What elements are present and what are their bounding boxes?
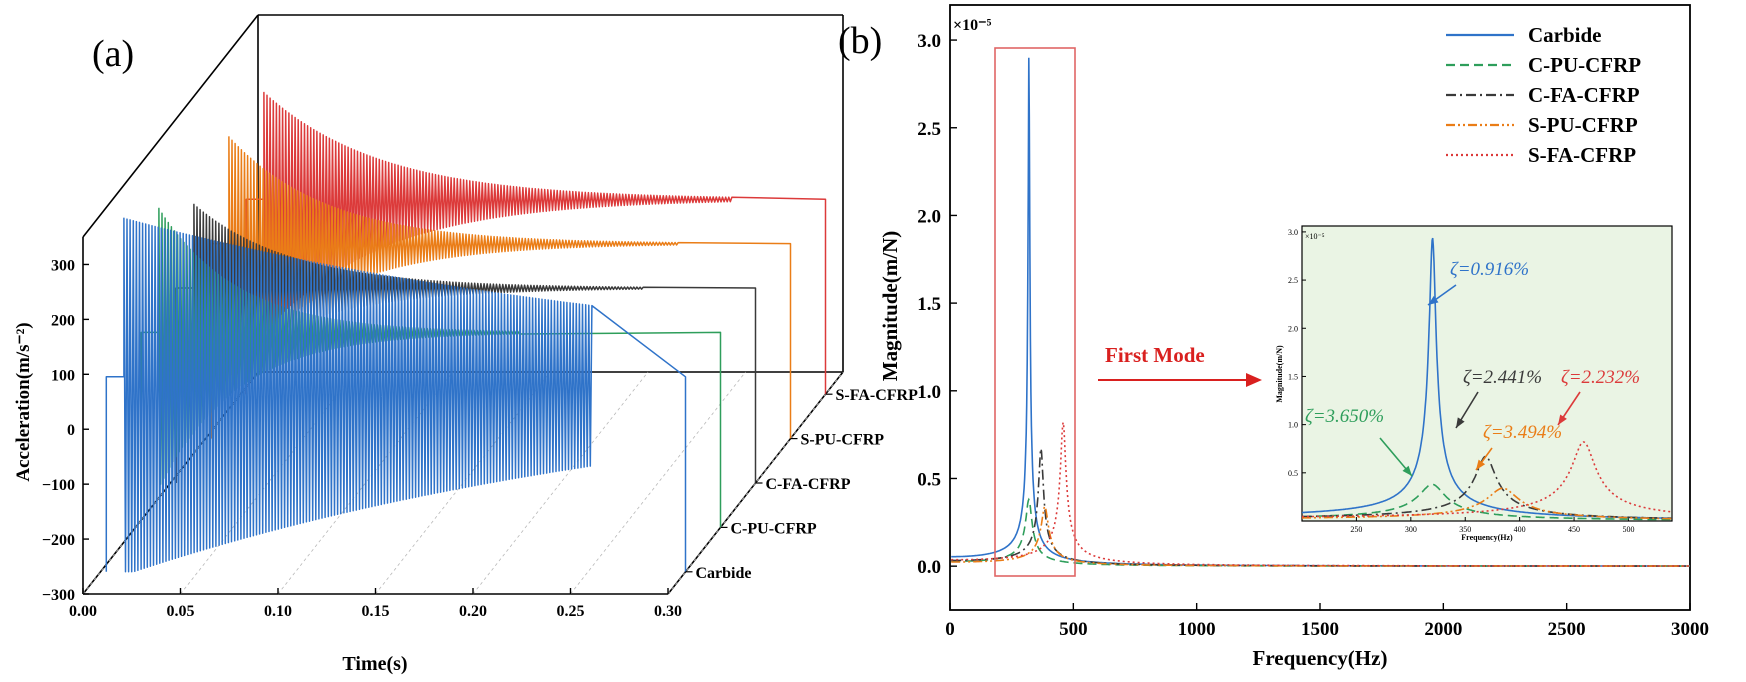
x-tick-label: 0.25 xyxy=(557,603,585,620)
y-tick-label: 3.0 xyxy=(917,31,941,52)
x-tick-label: 500 xyxy=(1059,619,1088,640)
y-tick-label: 2.0 xyxy=(917,206,941,227)
inset-y-tick-label: 0.5 xyxy=(1288,469,1298,478)
inset-y-tick-label: 1.5 xyxy=(1288,372,1298,381)
inset-x-axis-title: Frequency(Hz) xyxy=(1461,533,1513,542)
depth-tick-label: C-FA-CFRP xyxy=(766,476,851,493)
inset-x-tick-label: 450 xyxy=(1568,525,1580,534)
panel-b-legend: Carbide C-PU-CFRP C-FA-CFRP S-PU-CFRP S-FA-C… xyxy=(1446,23,1641,167)
inset-series-line-s-fa-cfrp xyxy=(1302,441,1673,518)
inset-y-tick-label: 2.5 xyxy=(1288,276,1298,285)
y-tick-label: 1.0 xyxy=(917,382,941,403)
damping-label-s-fa-cfrp: ζ=2.232% xyxy=(1561,367,1640,388)
inset-x-tick-label: 250 xyxy=(1350,525,1362,534)
series-line-carbide xyxy=(105,217,687,573)
inset-series-line-s-pu-cfrp xyxy=(1302,487,1672,520)
inset-x-tick-label: 350 xyxy=(1459,525,1471,534)
panel-a-x-ticks: 0.00 0.05 0.10 0.15 0.20 0.25 0.30 xyxy=(69,588,682,620)
x-tick-label: 2000 xyxy=(1424,619,1462,640)
panel-b-axis-ticks: 0 500 1000 1500 2000 2500 3000 0.0 0.5 1.0 1.5 2.0 2… xyxy=(917,31,1709,640)
depth-tick-label: C-PU-CFRP xyxy=(731,520,817,537)
panel-a-label: (a) xyxy=(92,33,134,75)
panel-a-depth-labels: Carbide C-PU-CFRP C-FA-CFRP S-PU-CFRP S-FA-C… xyxy=(685,387,919,582)
panel-b-frf-plot: (b) ×10⁻⁵ 0 500 1000 1500 2000 2500 3000 0.0 0.5… xyxy=(838,4,1709,670)
depth-tick-label: S-PU-CFRP xyxy=(801,432,885,449)
inset-series-line-c-pu-cfrp xyxy=(1302,483,1672,521)
legend-label-s-fa-cfrp: S-FA-CFRP xyxy=(1528,143,1636,167)
inset-y-axis-title: Magnitude(m/N) xyxy=(1275,345,1284,403)
inset-series-group xyxy=(1302,237,1673,521)
y-tick-label: 1.5 xyxy=(917,294,941,315)
y-tick-label: 100 xyxy=(51,367,75,384)
floor-gridline xyxy=(472,371,649,595)
series-line-s-pu-cfrp xyxy=(951,505,1690,567)
damping-arrowhead-s-pu-cfrp xyxy=(1476,459,1486,470)
depth-axis-top xyxy=(82,14,259,238)
legend-label-s-pu-cfrp: S-PU-CFRP xyxy=(1528,113,1638,137)
damping-arrowhead-s-fa-cfrp xyxy=(1558,414,1567,425)
damping-label-c-pu-cfrp: ζ=3.650% xyxy=(1305,406,1384,427)
x-tick-label: 0.00 xyxy=(69,603,97,620)
panel-a-y-axis-title: Acceleration(m/s⁻²) xyxy=(13,322,34,481)
panel-b-y-axis-title: Magnitude(m/N) xyxy=(878,231,902,382)
x-tick-label: 0.15 xyxy=(362,603,390,620)
x-tick-label: 1000 xyxy=(1178,619,1216,640)
panel-a-3d-time-plot: (a) 0.00 0.05 0.10 0.15 0.20 0.25 0.30 −300 −20… xyxy=(13,14,919,675)
damping-label-s-pu-cfrp: ζ=3.494% xyxy=(1483,422,1562,443)
y-tick-label: 200 xyxy=(51,312,75,329)
y-tick-label: 0.5 xyxy=(917,469,941,490)
x-tick-label: 0.10 xyxy=(264,603,292,620)
inset-x-tick-label: 300 xyxy=(1405,525,1417,534)
floor-gridline xyxy=(570,371,746,595)
depth-tick-label: S-FA-CFRP xyxy=(836,387,919,404)
y-tick-label: 0.0 xyxy=(917,557,941,578)
panel-a-series-group xyxy=(105,91,827,573)
inset-frame xyxy=(1301,225,1673,522)
y-tick-label: −100 xyxy=(42,477,75,494)
inset-y-multiplier: ×10⁻⁵ xyxy=(1305,232,1325,241)
panel-b-label: (b) xyxy=(838,20,882,62)
legend-label-c-pu-cfrp: C-PU-CFRP xyxy=(1528,53,1641,77)
y-tick-label: −200 xyxy=(42,532,75,549)
first-mode-annotation: First Mode xyxy=(1105,343,1205,367)
x-tick-label: 0.05 xyxy=(167,603,195,620)
legend-label-c-fa-cfrp: C-FA-CFRP xyxy=(1528,83,1640,107)
inset-damping-annotations: ζ=0.916% ζ=3.650% ζ=2.441% ζ=3.494% ζ=2.232% xyxy=(1305,259,1640,477)
damping-label-c-fa-cfrp: ζ=2.441% xyxy=(1463,367,1542,388)
damping-arrowhead-c-fa-cfrp xyxy=(1456,417,1465,428)
x-tick-label: 3000 xyxy=(1671,619,1709,640)
inset-x-tick-label: 500 xyxy=(1622,525,1634,534)
series-line-s-fa-cfrp xyxy=(245,91,827,395)
y-tick-label: 2.5 xyxy=(917,119,941,140)
panel-a-y-ticks: −300 −200 −100 0 100 200 300 xyxy=(42,257,89,604)
first-mode-arrow xyxy=(1098,373,1262,387)
damping-label-carbide: ζ=0.916% xyxy=(1450,259,1529,280)
x-tick-label: 0 xyxy=(945,619,955,640)
y-tick-label: 0 xyxy=(67,422,75,439)
y-tick-label: −300 xyxy=(42,587,75,604)
inset-y-tick-label: 2.0 xyxy=(1288,324,1298,333)
series-line-s-pu-cfrp xyxy=(210,136,792,439)
damping-arrowhead-carbide xyxy=(1428,295,1439,305)
x-tick-label: 2500 xyxy=(1548,619,1586,640)
panel-b-x-axis-title: Frequency(Hz) xyxy=(1253,646,1388,670)
y-tick-label: 300 xyxy=(51,257,75,274)
floor-gridline xyxy=(667,371,844,595)
first-mode-highlight-box xyxy=(994,47,1076,577)
inset-x-tick-label: 400 xyxy=(1514,525,1526,534)
panel-a-x-axis-title: Time(s) xyxy=(342,653,407,675)
inset-y-tick-label: 3.0 xyxy=(1288,228,1298,237)
panel-b-y-multiplier: ×10⁻⁵ xyxy=(953,17,992,34)
x-tick-label: 0.30 xyxy=(654,603,682,620)
depth-tick-label: Carbide xyxy=(696,565,752,582)
inset-zoom-plot: ×10⁻⁵ 250 300 350 400 450 500 0.5 1.0 1.5 2.0 2.5 3… xyxy=(1275,225,1673,542)
legend-label-carbide: Carbide xyxy=(1528,23,1602,47)
inset-y-tick-label: 1.0 xyxy=(1288,421,1298,430)
damping-arrowhead-c-pu-cfrp xyxy=(1402,465,1412,476)
x-tick-label: 0.20 xyxy=(459,603,487,620)
x-tick-label: 1500 xyxy=(1301,619,1339,640)
